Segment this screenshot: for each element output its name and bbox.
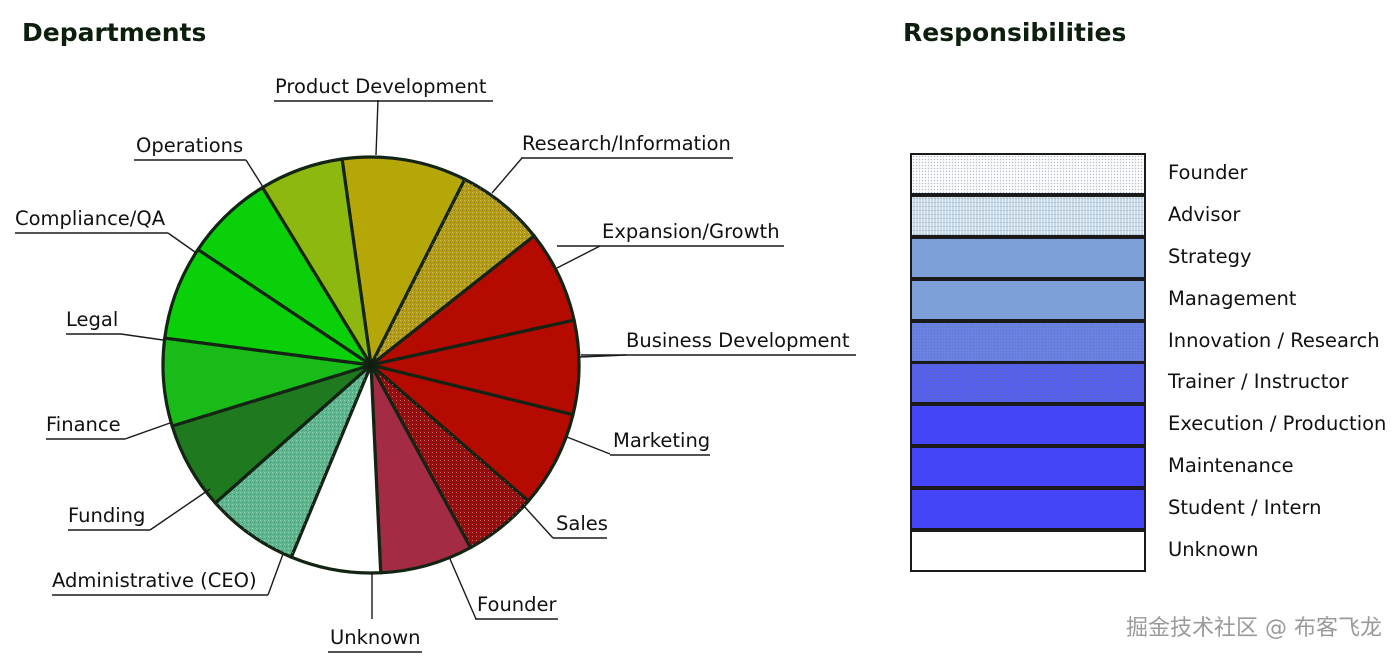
pie-label-finance: Finance: [46, 413, 121, 436]
legend-swatch-advisor: [910, 194, 1146, 237]
leader-line-funding: [149, 488, 211, 531]
pie-slice-operations: [260, 157, 373, 367]
leader-line-compliance-qa: [167, 232, 196, 253]
pie-slice-texture-sales: [371, 365, 529, 548]
legend-label-execution-production: Execution / Production: [1168, 412, 1387, 436]
leader-line-finance: [124, 422, 171, 440]
legend-swatch-trainer-instructor: [910, 362, 1146, 405]
pie-slice-texture-administrative-ceo: [215, 365, 371, 558]
pie-label-expansion-growth: Expansion/Growth: [602, 220, 780, 243]
leader-line-operations: [245, 159, 264, 188]
legend-swatch-student-intern: [910, 488, 1146, 531]
pie-label-operations: Operations: [136, 134, 243, 157]
legend-swatch-founder: [910, 153, 1146, 195]
pie-label-unknown: Unknown: [330, 626, 421, 649]
departments-title: Departments: [22, 18, 207, 47]
legend-swatch-strategy: [910, 236, 1146, 279]
legend-swatch-unknown: [910, 530, 1146, 573]
pie-label-sales: Sales: [556, 512, 608, 535]
legend-label-trainer-instructor: Trainer / Instructor: [1168, 370, 1349, 394]
pie-label-marketing: Marketing: [613, 429, 710, 452]
pie-slice-texture-research-information: [371, 179, 535, 365]
leader-line-product-development: [375, 99, 379, 156]
legend-label-unknown: Unknown: [1168, 538, 1259, 562]
pie-label-funding: Funding: [68, 504, 145, 527]
leader-line-marketing: [566, 436, 611, 455]
legend-item-founder: Founder: [910, 153, 1390, 195]
responsibilities-title: Responsibilities: [903, 18, 1127, 47]
legend-item-management: Management: [910, 278, 1390, 321]
legend-swatch-maintenance: [910, 446, 1146, 489]
legend-label-innovation-research: Innovation / Research: [1168, 328, 1380, 352]
departments-pie-chart: Product Development Research/Information E…: [15, 75, 856, 653]
pie-label-legal: Legal: [66, 308, 118, 331]
legend-label-advisor: Advisor: [1168, 202, 1241, 226]
leader-line-sales: [521, 503, 554, 539]
pie-slices: [161, 155, 581, 575]
pie-labels: Product Development Research/Information E…: [15, 75, 850, 649]
pie-label-compliance-qa: Compliance/QA: [15, 207, 166, 230]
leader-line-expansion-growth: [556, 245, 601, 269]
legend-swatch-management: [910, 278, 1146, 321]
pie-center-dot: [366, 360, 376, 370]
responsibilities-legend: Founder Advisor Strategy Management Innovati…: [910, 153, 1390, 573]
pie-slice-marketing: [369, 363, 575, 503]
legend-label-strategy: Strategy: [1168, 244, 1252, 268]
legend-item-trainer-instructor: Trainer / Instructor: [910, 362, 1390, 405]
legend-item-student-intern: Student / Intern: [910, 488, 1390, 531]
pie-label-product-development: Product Development: [275, 75, 487, 98]
legend-item-maintenance: Maintenance: [910, 446, 1390, 489]
legend-label-maintenance: Maintenance: [1168, 454, 1294, 478]
legend-item-innovation-research: Innovation / Research: [910, 320, 1390, 363]
leader-line-research-information: [491, 157, 523, 194]
pie-label-business-development: Business Development: [626, 329, 850, 352]
legend-label-management: Management: [1168, 286, 1297, 310]
legend-item-unknown: Unknown: [910, 530, 1390, 573]
watermark: 掘金技术社区 @ 布客飞龙: [1126, 616, 1382, 641]
legend-item-strategy: Strategy: [910, 236, 1390, 279]
legend-swatch-execution-production: [910, 404, 1146, 447]
legend-label-founder: Founder: [1168, 161, 1248, 184]
legend-label-student-intern: Student / Intern: [1168, 496, 1322, 520]
pie-label-founder: Founder: [477, 593, 558, 616]
legend-item-advisor: Advisor: [910, 194, 1390, 237]
pie-label-administrative-ceo: Administrative (CEO): [52, 569, 257, 592]
legend-swatch-innovation-research: [910, 320, 1146, 363]
pie-leader-lines: [15, 99, 856, 653]
legend-item-execution-production: Execution / Production: [910, 404, 1390, 447]
pie-slice-product-development: [340, 155, 467, 367]
leader-line-legal: [120, 333, 164, 341]
pie-label-research-information: Research/Information: [522, 132, 731, 155]
leader-line-founder: [449, 558, 477, 620]
leader-line-administrative-ceo: [267, 553, 284, 596]
